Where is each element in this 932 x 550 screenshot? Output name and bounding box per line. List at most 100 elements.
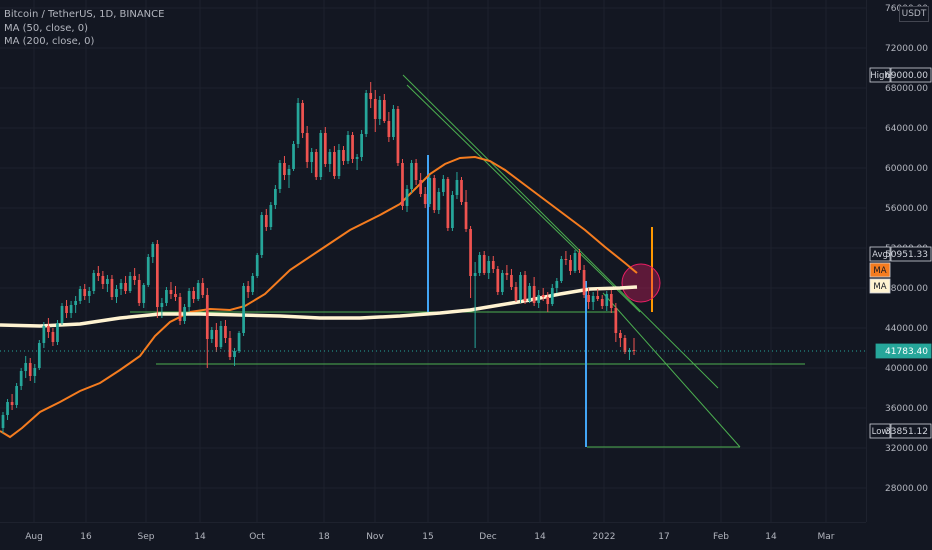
candle-body bbox=[65, 306, 68, 313]
candle-body bbox=[133, 276, 137, 280]
candle bbox=[546, 292, 550, 312]
currency-label[interactable]: USDT bbox=[899, 6, 929, 22]
candle bbox=[96, 266, 100, 281]
candle-body bbox=[591, 296, 595, 302]
candle-body bbox=[446, 179, 450, 228]
candle-body bbox=[560, 259, 563, 281]
candle bbox=[146, 254, 150, 287]
candle-body bbox=[437, 192, 441, 210]
candle bbox=[42, 322, 46, 348]
price-tag-label-box bbox=[869, 67, 891, 83]
ma200-line bbox=[0, 285, 638, 328]
candle-body bbox=[183, 307, 186, 321]
candle-body bbox=[478, 255, 482, 273]
candle-body bbox=[573, 253, 577, 271]
candle bbox=[287, 165, 291, 188]
candle-body bbox=[69, 305, 73, 313]
price-tag-value: 50951.33 bbox=[885, 250, 928, 260]
candle-body bbox=[396, 109, 400, 163]
candle bbox=[305, 126, 309, 168]
candle-body bbox=[519, 275, 522, 300]
candle bbox=[15, 383, 18, 408]
candle bbox=[301, 100, 304, 138]
candle-body bbox=[87, 291, 91, 296]
ma50-line bbox=[0, 155, 638, 439]
time-tick-label: Mar bbox=[818, 532, 835, 542]
candle bbox=[115, 285, 118, 303]
trendline-line bbox=[402, 74, 719, 389]
candle-body bbox=[401, 163, 404, 206]
candle-body bbox=[287, 169, 291, 175]
candle bbox=[178, 293, 182, 325]
candle-body bbox=[378, 100, 382, 119]
candle-body bbox=[464, 202, 468, 229]
ma50-legend[interactable]: MA (50, close, 0) bbox=[4, 22, 89, 34]
candle-body bbox=[605, 294, 609, 306]
price-tick-label: 72000.00 bbox=[885, 44, 928, 54]
candle bbox=[128, 272, 132, 293]
candle-body bbox=[115, 289, 118, 297]
candle bbox=[614, 303, 618, 342]
candle-body bbox=[228, 338, 232, 357]
candle-body bbox=[337, 150, 341, 176]
symbol-title[interactable]: Bitcoin / TetherUS, 1D, BINANCE bbox=[4, 9, 165, 20]
candle-body bbox=[246, 286, 250, 292]
time-scale[interactable]: Aug16Sep14Oct18Nov15Dec14202217Feb14Mar1… bbox=[0, 522, 866, 550]
price-tick-label: 56000.00 bbox=[885, 204, 928, 214]
candle-body bbox=[92, 273, 96, 291]
candle-body bbox=[351, 135, 354, 159]
price-tag-value-box bbox=[890, 67, 932, 83]
candle-body bbox=[387, 121, 391, 137]
candle bbox=[328, 149, 332, 172]
candle bbox=[496, 266, 500, 295]
candle-body bbox=[19, 371, 23, 386]
candle bbox=[219, 321, 223, 349]
candle-body bbox=[432, 178, 436, 210]
price-tag-value-box bbox=[890, 423, 932, 439]
candle bbox=[537, 290, 541, 308]
price-tag-label: High bbox=[870, 71, 890, 81]
candle-body bbox=[537, 295, 541, 303]
candle bbox=[460, 177, 463, 205]
price-chart[interactable] bbox=[0, 0, 866, 522]
candle bbox=[56, 320, 59, 345]
price-tag-value-box bbox=[890, 246, 932, 262]
candle-body bbox=[628, 350, 631, 352]
price-scale[interactable]: 76000.0072000.0068000.0064000.0060000.00… bbox=[866, 0, 932, 522]
candle bbox=[37, 340, 41, 370]
ma200-legend[interactable]: MA (200, close, 0) bbox=[4, 36, 95, 47]
price-tag-label-box bbox=[869, 423, 891, 439]
candle-body bbox=[33, 368, 37, 376]
candle-body bbox=[119, 283, 123, 289]
candle-body bbox=[128, 276, 132, 291]
price-tick-label: 60000.00 bbox=[885, 164, 928, 174]
candle bbox=[396, 106, 400, 166]
candle-body bbox=[292, 144, 295, 169]
candle-body bbox=[210, 330, 214, 339]
candle-body bbox=[6, 402, 9, 415]
candle bbox=[205, 288, 209, 368]
price-tag-label: MA bbox=[873, 282, 886, 292]
price-tick-label: 40000.00 bbox=[885, 364, 928, 374]
candle bbox=[619, 330, 622, 347]
candle bbox=[33, 364, 37, 383]
candle bbox=[51, 328, 55, 346]
candle bbox=[560, 256, 563, 283]
candle bbox=[314, 149, 318, 180]
price-tag-label: MA bbox=[873, 266, 886, 276]
candle bbox=[119, 279, 123, 295]
time-tick-label: 15 bbox=[422, 532, 433, 542]
candle-body bbox=[56, 323, 59, 342]
candle-body bbox=[51, 332, 55, 342]
candle bbox=[346, 131, 350, 164]
time-tick-label: Nov bbox=[366, 532, 384, 542]
candle bbox=[106, 275, 109, 292]
candle-body bbox=[460, 180, 463, 202]
candle-body bbox=[251, 276, 255, 292]
time-tick-label: Feb bbox=[713, 532, 729, 542]
candle bbox=[74, 296, 77, 313]
candle bbox=[628, 348, 631, 360]
candle bbox=[83, 284, 87, 300]
candle-body bbox=[160, 303, 164, 307]
